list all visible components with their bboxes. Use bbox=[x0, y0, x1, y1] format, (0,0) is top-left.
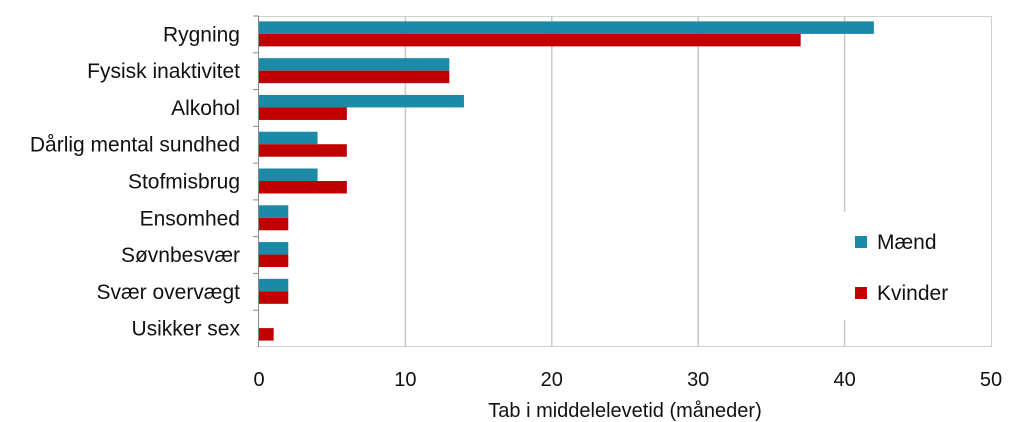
legend-background bbox=[842, 212, 972, 320]
x-tick-label-10: 10 bbox=[394, 369, 416, 391]
bar-kvinder bbox=[259, 217, 289, 231]
category-label: Ensomhed bbox=[140, 207, 240, 230]
bar-kvinder bbox=[259, 328, 274, 341]
category-label: Stofmisbrug bbox=[128, 171, 240, 194]
bar-kvinder bbox=[259, 254, 289, 268]
x-tick-label-50: 50 bbox=[980, 369, 1002, 391]
category-label: Svær overvægt bbox=[96, 281, 240, 304]
legend-swatch-maend bbox=[855, 236, 867, 248]
x-tick-label-30: 30 bbox=[687, 369, 709, 391]
bar-kvinder bbox=[259, 70, 450, 84]
legend: Mænd Kvinder bbox=[842, 212, 972, 320]
legend-swatch-kvinder bbox=[855, 287, 867, 299]
x-tick-label-0: 0 bbox=[253, 369, 264, 391]
legend-label-maend: Mænd bbox=[877, 231, 937, 254]
bar-maend bbox=[259, 131, 318, 145]
category-label: Søvnbesvær bbox=[121, 244, 240, 267]
bar-maend bbox=[259, 278, 289, 292]
category-label: Alkohol bbox=[171, 97, 240, 120]
bar-maend bbox=[259, 21, 874, 34]
bar-maend bbox=[259, 94, 464, 108]
x-tick-label-20: 20 bbox=[541, 369, 563, 391]
category-label: Usikker sex bbox=[131, 318, 240, 341]
x-axis-title: Tab i middelelevetid (måneder) bbox=[488, 400, 761, 422]
bar-kvinder bbox=[259, 181, 347, 194]
bar-maend bbox=[259, 205, 289, 218]
x-tick-labels: 0 10 20 30 40 50 bbox=[253, 369, 1002, 391]
bar-kvinder bbox=[259, 33, 801, 47]
category-label: Fysisk inaktivitet bbox=[87, 60, 240, 83]
category-label: Rygning bbox=[163, 23, 240, 46]
category-labels: Rygning Fysisk inaktivitet Alkohol Dårlig m… bbox=[30, 15, 259, 341]
x-tick-label-40: 40 bbox=[833, 369, 855, 391]
category-label: Dårlig mental sundhed bbox=[30, 134, 240, 157]
legend-label-kvinder: Kvinder bbox=[877, 282, 948, 305]
bar-maend bbox=[259, 58, 450, 71]
bar-maend bbox=[259, 168, 318, 181]
bar-kvinder bbox=[259, 144, 347, 157]
bars bbox=[259, 21, 874, 341]
bar-kvinder bbox=[259, 291, 289, 304]
gridlines bbox=[404, 16, 846, 347]
bar-kvinder bbox=[259, 107, 347, 120]
bar-maend bbox=[259, 242, 289, 255]
